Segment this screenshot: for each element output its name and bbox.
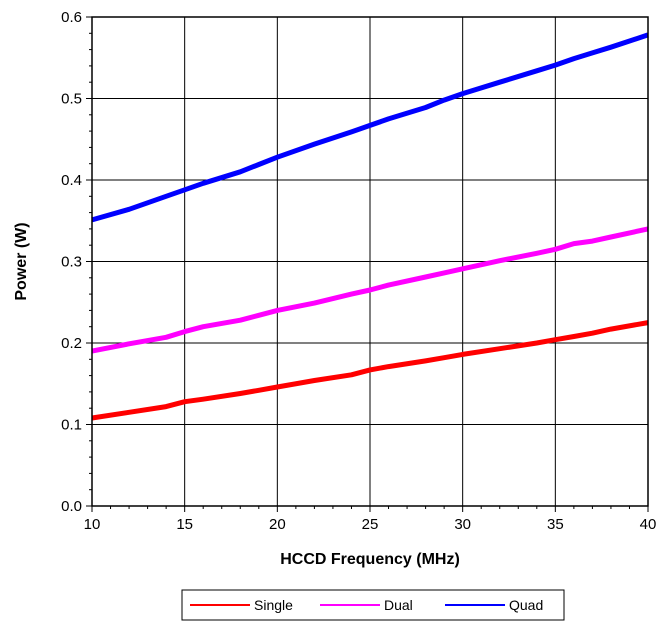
y-axis-title: Power (W): [13, 222, 30, 300]
axis-ticks: [86, 16, 649, 512]
tick-labels: 10 15 20 25 30 35 40 0.0 0.1 0.2 0.3 0.4 0.5 0.6: [61, 9, 656, 533]
legend-label-dual: Dual: [384, 597, 413, 613]
y-tick-label: 0.0: [61, 498, 82, 515]
y-tick-label: 0.2: [61, 335, 82, 352]
x-tick-label: 40: [640, 516, 657, 533]
x-tick-label: 10: [84, 516, 101, 533]
series-lines: [91, 32, 649, 421]
y-tick-label: 0.1: [61, 417, 82, 434]
y-tick-label: 0.6: [61, 9, 82, 26]
y-tick-label: 0.5: [61, 91, 82, 108]
x-tick-label: 20: [269, 516, 286, 533]
x-tick-label: 30: [454, 516, 471, 533]
x-axis-title: HCCD Frequency (MHz): [280, 551, 460, 568]
grid: [92, 17, 648, 506]
y-tick-label: 0.3: [61, 254, 82, 271]
series-line-dual: [91, 226, 649, 354]
y-tick-label: 0.4: [61, 172, 82, 189]
legend: Single Dual Quad: [181, 589, 565, 621]
legend-label-single: Single: [254, 597, 293, 613]
series-line-single: [91, 320, 649, 421]
x-tick-label: 35: [547, 516, 564, 533]
series-line-quad: [91, 32, 649, 223]
legend-label-quad: Quad: [509, 597, 543, 613]
x-tick-label: 15: [176, 516, 193, 533]
x-tick-label: 25: [362, 516, 379, 533]
